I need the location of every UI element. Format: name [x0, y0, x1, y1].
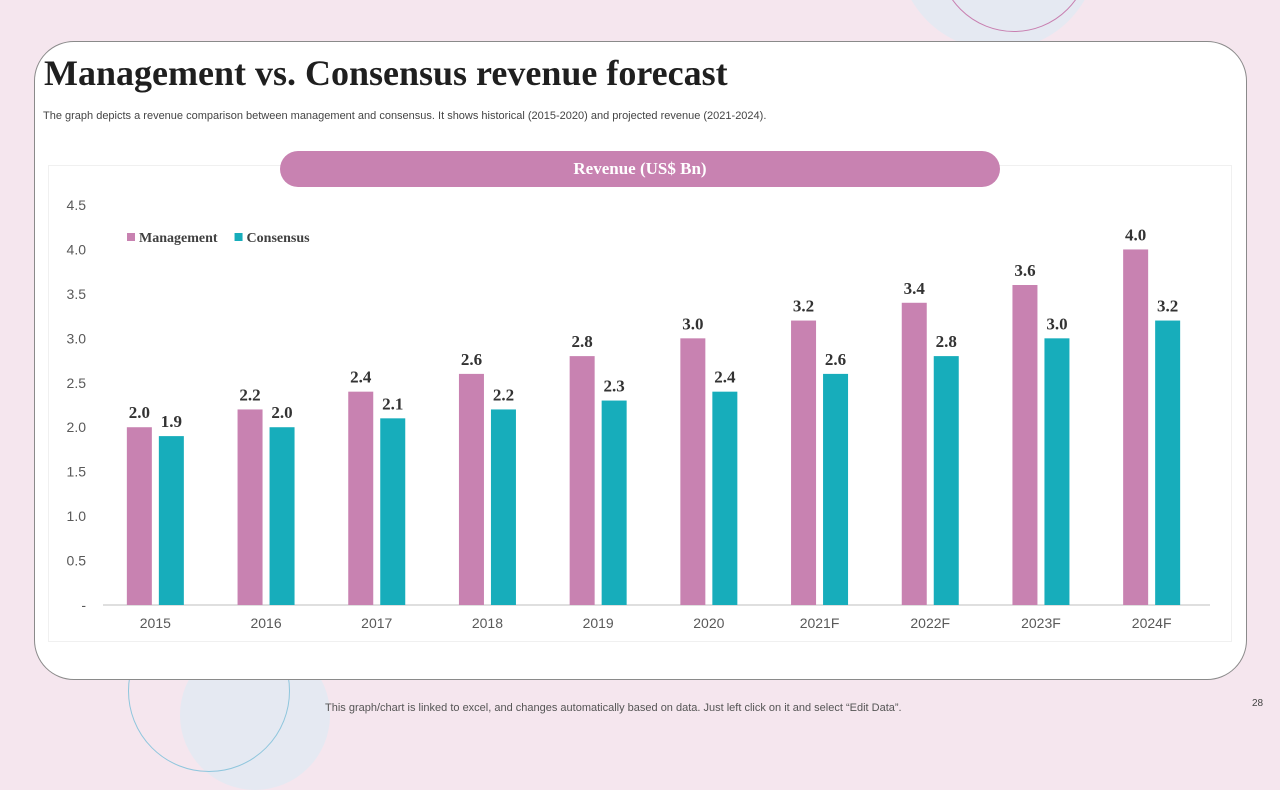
- y-tick-label: 3.5: [67, 286, 87, 302]
- y-tick-label: 4.5: [67, 197, 87, 213]
- bar-consensus-2024f[interactable]: [1155, 320, 1181, 605]
- y-tick-label: 2.5: [67, 375, 87, 391]
- legend-swatch-consensus: [234, 233, 243, 241]
- legend-label-management: Management: [139, 231, 218, 246]
- data-label-consensus-2016: 2.0: [271, 403, 292, 422]
- x-tick-label: 2023F: [1021, 615, 1061, 631]
- data-label-consensus-2021f: 2.6: [825, 350, 846, 369]
- bar-management-2019[interactable]: [569, 356, 595, 605]
- y-tick-label: 1.5: [67, 464, 87, 480]
- x-tick-label: 2015: [140, 615, 171, 631]
- bar-consensus-2019[interactable]: [601, 400, 627, 605]
- y-tick-label: 3.0: [67, 330, 87, 346]
- data-label-management-2019: 2.8: [572, 332, 593, 351]
- bar-consensus-2015[interactable]: [158, 436, 184, 605]
- data-label-management-2015: 2.0: [129, 403, 150, 422]
- x-tick-label: 2022F: [910, 615, 950, 631]
- y-tick-label: -: [81, 597, 86, 613]
- data-label-management-2017: 2.4: [350, 368, 372, 387]
- y-tick-label: 1.0: [67, 508, 87, 524]
- bar-management-2015[interactable]: [126, 427, 152, 605]
- data-label-consensus-2022f: 2.8: [936, 332, 957, 351]
- bar-management-2018[interactable]: [458, 373, 484, 605]
- bar-management-2023f[interactable]: [1012, 285, 1038, 605]
- data-label-management-2016: 2.2: [239, 385, 260, 404]
- data-label-management-2023f: 3.6: [1014, 261, 1035, 280]
- bar-consensus-2023f[interactable]: [1044, 338, 1070, 605]
- data-label-management-2024f: 4.0: [1125, 225, 1146, 244]
- bar-management-2021f[interactable]: [791, 320, 817, 605]
- bar-consensus-2020[interactable]: [712, 391, 738, 605]
- data-label-consensus-2019: 2.3: [604, 377, 625, 396]
- bar-management-2022f[interactable]: [901, 302, 927, 605]
- x-tick-label: 2020: [693, 615, 724, 631]
- data-label-management-2020: 3.0: [682, 314, 703, 333]
- x-tick-label: 2024F: [1132, 615, 1172, 631]
- bar-consensus-2022f[interactable]: [933, 356, 959, 605]
- data-label-consensus-2024f: 3.2: [1157, 297, 1178, 316]
- bar-management-2016[interactable]: [237, 409, 263, 605]
- x-tick-label: 2019: [583, 615, 614, 631]
- y-tick-label: 0.5: [67, 553, 87, 569]
- data-label-consensus-2018: 2.2: [493, 385, 514, 404]
- x-tick-label: 2016: [250, 615, 281, 631]
- bar-consensus-2018[interactable]: [490, 409, 516, 605]
- data-label-consensus-2017: 2.1: [382, 394, 403, 413]
- page-number: 28: [1252, 698, 1264, 709]
- data-label-consensus-2015: 1.9: [161, 412, 182, 431]
- bar-management-2024f[interactable]: [1123, 249, 1149, 605]
- data-label-consensus-2020: 2.4: [714, 368, 736, 387]
- bar-consensus-2021f[interactable]: [823, 373, 849, 605]
- revenue-bar-chart[interactable]: - 0.5 1.0 1.5 2.0 2.5 3.0 3.5 4.0 4.5 2.0 1.9 2015 2.…: [0, 0, 1280, 720]
- x-tick-label: 2021F: [800, 615, 840, 631]
- x-tick-label: 2018: [472, 615, 503, 631]
- x-tick-label: 2017: [361, 615, 392, 631]
- bar-management-2017[interactable]: [348, 391, 374, 605]
- slide-title: Management vs. Consensus revenue forecas…: [44, 53, 728, 93]
- data-label-management-2018: 2.6: [461, 350, 482, 369]
- legend-label-consensus: Consensus: [247, 231, 311, 246]
- legend-swatch-management: [127, 233, 135, 241]
- footer-note: This graph/chart is linked to excel, and…: [325, 702, 902, 714]
- y-tick-label: 4.0: [67, 241, 87, 257]
- bar-management-2020[interactable]: [680, 338, 706, 605]
- bar-consensus-2017[interactable]: [380, 418, 406, 605]
- data-label-management-2021f: 3.2: [793, 297, 814, 316]
- slide-subtitle: The graph depicts a revenue comparison b…: [43, 110, 767, 122]
- data-label-management-2022f: 3.4: [904, 279, 926, 298]
- bar-consensus-2016[interactable]: [269, 427, 295, 605]
- y-tick-label: 2.0: [67, 419, 87, 435]
- data-label-consensus-2023f: 3.0: [1046, 314, 1067, 333]
- chart-title-banner: Revenue (US$ Bn): [280, 151, 1000, 187]
